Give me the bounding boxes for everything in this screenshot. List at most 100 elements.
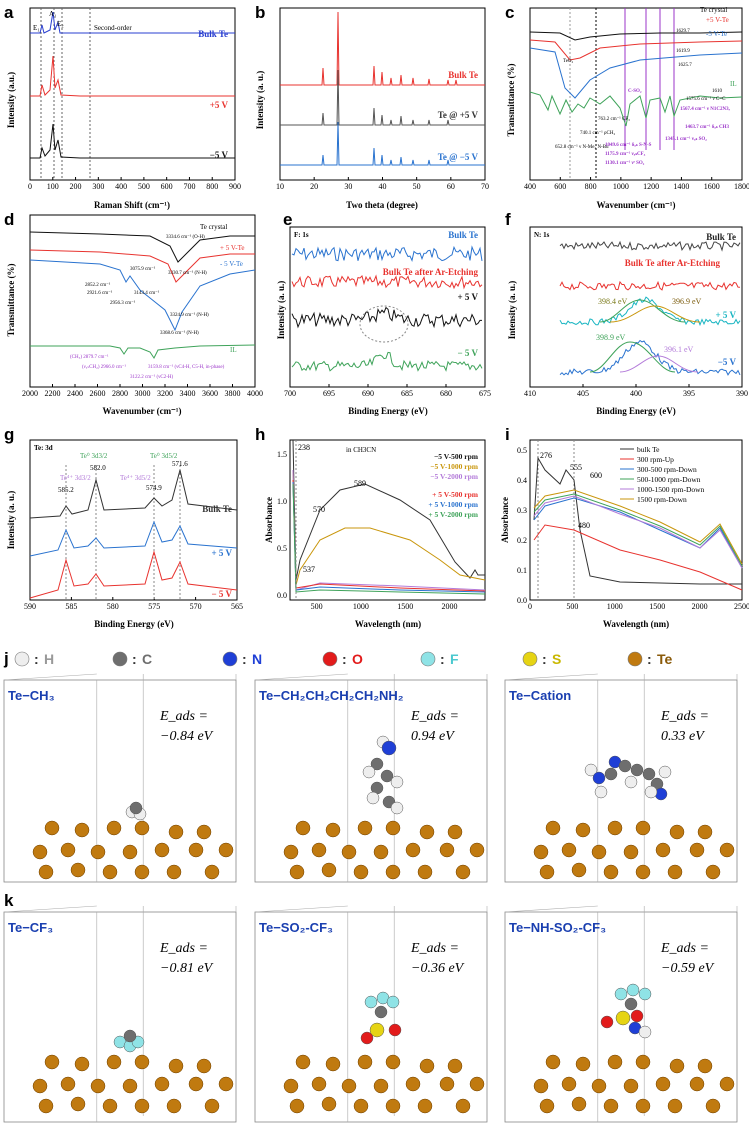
panel-f-legend-minus5: −5 V bbox=[718, 357, 737, 367]
panel-f-legend-plus5: + 5 V bbox=[716, 310, 737, 320]
panel-a-second: Second-order bbox=[94, 24, 132, 32]
panel-f-xticks: 410 405 400 395 390 bbox=[524, 384, 748, 398]
panel-e-frame bbox=[289, 226, 486, 388]
te-atom bbox=[571, 1096, 587, 1112]
te-atom bbox=[106, 1054, 122, 1070]
tick-label: 0.2 bbox=[517, 536, 527, 545]
eads-value: 0.33 eV bbox=[661, 729, 705, 744]
te-atom bbox=[295, 1054, 311, 1070]
cell-frame bbox=[254, 911, 488, 1123]
panel-h-line-0 bbox=[292, 439, 485, 581]
adsorption-box-j-1: Te−CH₂CH₂CH₂CH₂NH₂ E_ads = 0.94 eV bbox=[254, 673, 488, 883]
te-atom bbox=[353, 1098, 369, 1114]
panel-i-xlabel: Wavelength (nm) bbox=[603, 619, 669, 629]
panel-c-note-12: 1567.4 cm⁻¹ ν N1C2N3, bbox=[680, 106, 731, 112]
te-atom bbox=[74, 822, 90, 838]
panel-d-note-6: 2956.3 cm⁻¹ bbox=[110, 300, 136, 306]
panel-g-xlabel: Binding Energy (eV) bbox=[94, 619, 174, 629]
panel-g-ylabel: Intensity (a. u.) bbox=[6, 491, 16, 550]
te-atom bbox=[635, 1098, 651, 1114]
te-atom bbox=[102, 1098, 118, 1114]
panel-a-e1: E₁ bbox=[33, 24, 40, 32]
row-k-label: k bbox=[4, 891, 14, 910]
te-atom bbox=[385, 1098, 401, 1114]
te-atom bbox=[70, 1096, 86, 1112]
panel-c-note-10: 1345.1 cm⁻¹ νₐₛ SO₂ bbox=[665, 136, 707, 142]
atom bbox=[604, 767, 618, 781]
atom bbox=[594, 785, 608, 799]
te-atom bbox=[635, 864, 651, 880]
atom-legend-colon: : bbox=[132, 651, 137, 667]
te-atom bbox=[539, 1098, 555, 1114]
atom bbox=[638, 987, 652, 1001]
tick-label: 300 bbox=[92, 182, 104, 191]
atom-legend-colon: : bbox=[242, 651, 247, 667]
tick-label: 2000 bbox=[692, 602, 708, 611]
panel-g-note-1: 582.0 bbox=[90, 464, 106, 472]
te-atom bbox=[218, 842, 234, 858]
tick-label: 3000 bbox=[135, 389, 151, 398]
tick-label: 410 bbox=[524, 389, 536, 398]
te-atom bbox=[321, 862, 337, 878]
tick-label: 40 bbox=[379, 182, 387, 191]
atom bbox=[642, 767, 656, 781]
te-atom bbox=[591, 1078, 607, 1094]
te-atom bbox=[623, 1078, 639, 1094]
panel-f-note-3: 396.1 eV bbox=[664, 345, 694, 354]
te-atom bbox=[591, 844, 607, 860]
cell-frame bbox=[504, 911, 738, 1123]
panel-b-legend-plus5: Te @ +5 V bbox=[438, 110, 479, 120]
panel-d-note-1: 3330.7 cm⁻¹ (N-H) bbox=[168, 270, 207, 276]
atom-n-icon bbox=[222, 651, 238, 667]
tick-label: 3400 bbox=[180, 389, 196, 398]
atom bbox=[362, 765, 376, 779]
atom bbox=[624, 775, 638, 789]
panel-d-label: d bbox=[4, 210, 14, 229]
te-atom bbox=[166, 1098, 182, 1114]
atom bbox=[626, 983, 640, 997]
atom-legend-colon: : bbox=[342, 651, 347, 667]
panel-i-line-1 bbox=[533, 524, 743, 591]
te-atom bbox=[218, 1076, 234, 1092]
atom-f-icon bbox=[420, 651, 436, 667]
tick-label: 0.0 bbox=[517, 596, 527, 605]
panel-i-line-5 bbox=[533, 489, 743, 565]
tick-label: 0.0 bbox=[277, 591, 287, 600]
tick-label: 100 bbox=[47, 182, 59, 191]
panel-h-line-1 bbox=[292, 469, 486, 586]
te-atom bbox=[561, 842, 577, 858]
atom-legend-symbol: F bbox=[450, 651, 459, 667]
panel-c: c Transmittance (%) Wavenumber (cm⁻¹) 40… bbox=[505, 3, 749, 210]
panel-g-legend-bulk: Bulk Te bbox=[202, 504, 232, 514]
te-atom bbox=[607, 1054, 623, 1070]
tick-label: 400 bbox=[524, 182, 536, 191]
panel-d-frame bbox=[29, 214, 256, 388]
atom bbox=[615, 1010, 631, 1026]
panel-a: a Intensity (a.u.) Raman Shift (cm⁻¹) 0 1… bbox=[4, 3, 241, 210]
te-atom bbox=[705, 1098, 721, 1114]
panel-h-frame bbox=[289, 439, 486, 601]
panel-a-xticks: 0 100 200 300 400 500 600 700 800 900 bbox=[28, 177, 241, 191]
te-atom bbox=[60, 1076, 76, 1092]
panel-i-line-3 bbox=[533, 493, 743, 567]
panel-g-legend-plus5: + 5 V bbox=[212, 548, 233, 558]
panel-c-note-11: 1463.7 cm⁻¹ δₐₛ CH3 bbox=[685, 124, 729, 130]
tick-label: 700 bbox=[284, 389, 296, 398]
panel-i-ticks: 0 500 1000 1500 2000 2500 0.0 0.1 0.2 0.3 0.4 0.5 bbox=[517, 446, 749, 611]
panel-i: i Absorbance Wavelength (nm) 0 500 1000 150… bbox=[500, 425, 749, 629]
panel-c-legend-plus5: +5 V-Te bbox=[706, 16, 729, 24]
tick-label: 60 bbox=[447, 182, 455, 191]
panel-g-note-5: 571.6 bbox=[172, 460, 188, 468]
tick-label: 2000 bbox=[442, 602, 458, 611]
panel-c-note-7: 1049.6 cm⁻¹ δₐₛ S-N-S bbox=[605, 142, 652, 148]
te-atom bbox=[44, 1054, 60, 1070]
te-atom bbox=[32, 1078, 48, 1094]
legend-entry: bulk Te bbox=[637, 445, 660, 454]
tick-label: 1.0 bbox=[277, 497, 287, 506]
tick-label: 800 bbox=[206, 182, 218, 191]
panel-h-ylabel: Absorbance bbox=[264, 497, 274, 543]
atom bbox=[638, 1025, 652, 1039]
panel-a-legend-minus5: −5 V bbox=[210, 150, 229, 160]
te-atom bbox=[154, 1076, 170, 1092]
eads-label: E_ads = bbox=[159, 709, 208, 724]
